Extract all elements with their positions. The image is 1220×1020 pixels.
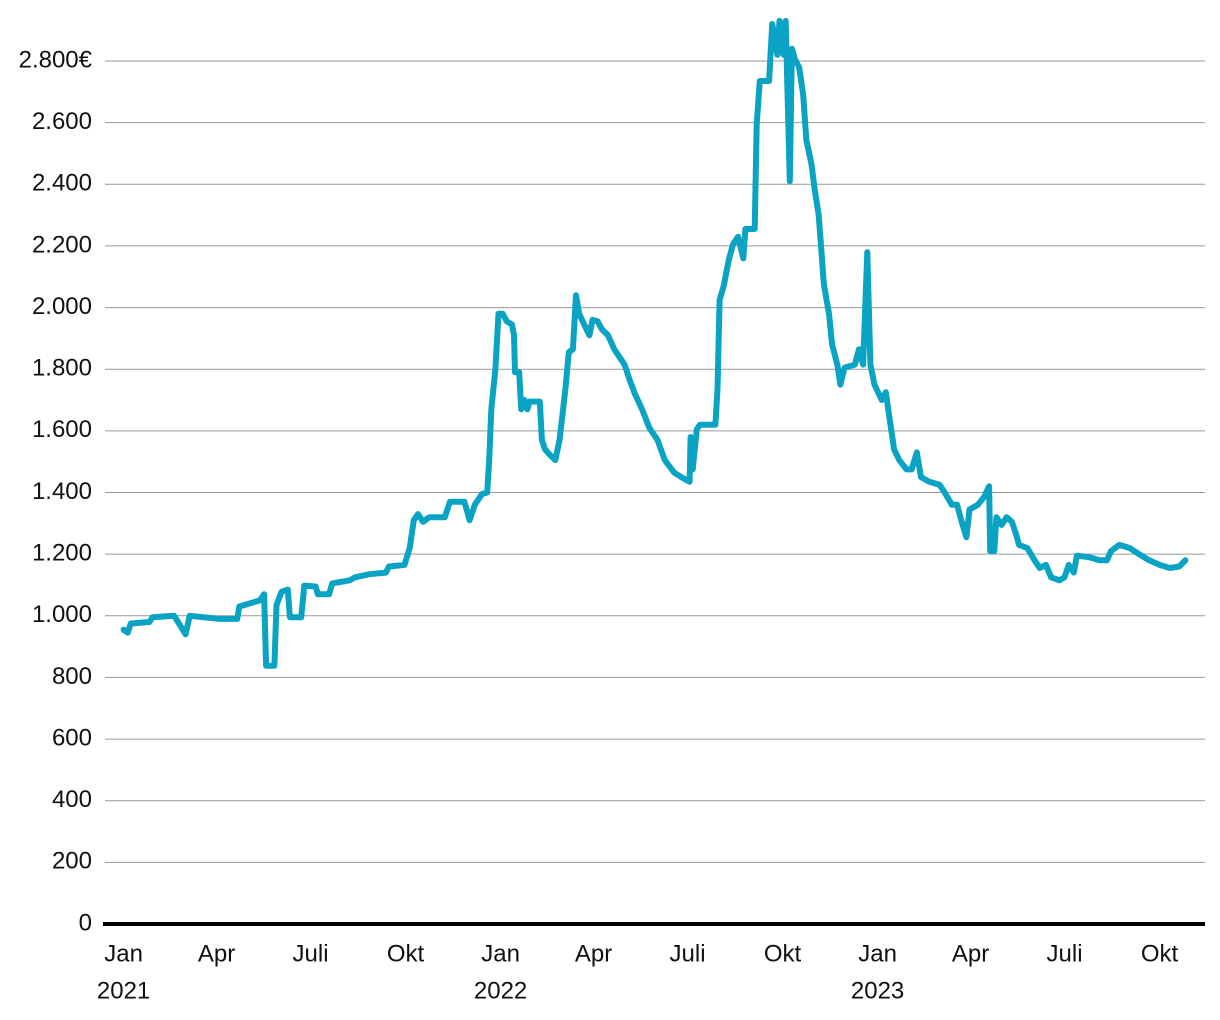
x-tick-year: 2022 [474, 977, 527, 1004]
x-tick-year: 2023 [851, 977, 904, 1004]
y-tick-label: 800 [52, 663, 92, 690]
x-tick-label: Jan [858, 940, 897, 967]
y-tick-label: 200 [52, 848, 92, 875]
y-tick-label: 1.800 [32, 355, 92, 382]
y-tick-label: 2.400 [32, 170, 92, 197]
y-tick-label: 1.600 [32, 416, 92, 443]
x-tick-label: Juli [1047, 940, 1083, 967]
x-tick-label: Jan [481, 940, 520, 967]
y-tick-label: 2.600 [32, 108, 92, 135]
y-tick-label: 0 [79, 909, 92, 936]
y-tick-label: 1.000 [32, 601, 92, 628]
x-tick-label: Okt [764, 940, 802, 967]
y-tick-label: 2.800€ [19, 46, 93, 73]
x-tick-label: Okt [387, 940, 425, 967]
x-tick-label: Juli [670, 940, 706, 967]
x-tick-label: Juli [293, 940, 329, 967]
x-tick-label: Apr [575, 940, 612, 967]
x-tick-label: Jan [104, 940, 143, 967]
x-tick-label: Okt [1141, 940, 1179, 967]
y-tick-label: 2.000 [32, 293, 92, 320]
y-tick-label: 600 [52, 724, 92, 751]
y-tick-label: 400 [52, 786, 92, 813]
price-line [120, 17, 1189, 669]
y-tick-label: 1.400 [32, 478, 92, 505]
x-tick-year: 2021 [97, 977, 150, 1004]
y-tick-label: 2.200 [32, 231, 92, 258]
x-tick-label: Apr [952, 940, 989, 967]
x-tick-label: Apr [198, 940, 235, 967]
y-tick-label: 1.200 [32, 539, 92, 566]
